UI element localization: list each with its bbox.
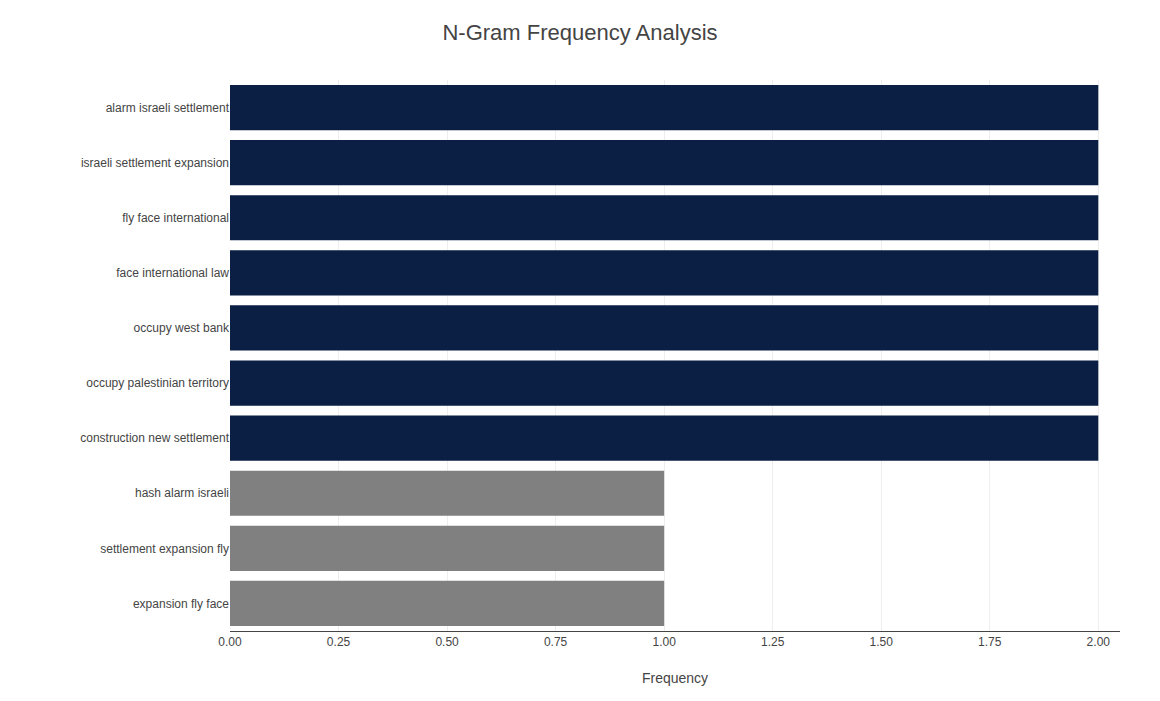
svg-text:0.00: 0.00 bbox=[218, 635, 242, 649]
svg-text:1.75: 1.75 bbox=[978, 635, 1002, 649]
svg-text:0.25: 0.25 bbox=[327, 635, 351, 649]
svg-text:Frequency: Frequency bbox=[642, 670, 708, 686]
svg-text:israeli settlement expansion: israeli settlement expansion bbox=[81, 156, 229, 170]
svg-text:expansion fly face: expansion fly face bbox=[133, 597, 229, 611]
svg-text:construction new settlement: construction new settlement bbox=[80, 431, 229, 445]
svg-text:1.00: 1.00 bbox=[652, 635, 676, 649]
svg-text:1.25: 1.25 bbox=[761, 635, 785, 649]
svg-text:occupy palestinian territory: occupy palestinian territory bbox=[86, 376, 229, 390]
svg-text:N-Gram Frequency Analysis: N-Gram Frequency Analysis bbox=[442, 20, 717, 45]
svg-text:face international law: face international law bbox=[116, 266, 229, 280]
svg-text:occupy west bank: occupy west bank bbox=[134, 321, 230, 335]
svg-text:0.50: 0.50 bbox=[435, 635, 459, 649]
svg-text:hash alarm israeli: hash alarm israeli bbox=[135, 486, 229, 500]
svg-text:settlement expansion fly: settlement expansion fly bbox=[100, 542, 229, 556]
svg-text:2.00: 2.00 bbox=[1087, 635, 1111, 649]
svg-text:fly face international: fly face international bbox=[122, 211, 229, 225]
svg-text:alarm israeli settlement: alarm israeli settlement bbox=[106, 101, 230, 115]
svg-text:0.75: 0.75 bbox=[544, 635, 568, 649]
svg-text:1.50: 1.50 bbox=[870, 635, 894, 649]
